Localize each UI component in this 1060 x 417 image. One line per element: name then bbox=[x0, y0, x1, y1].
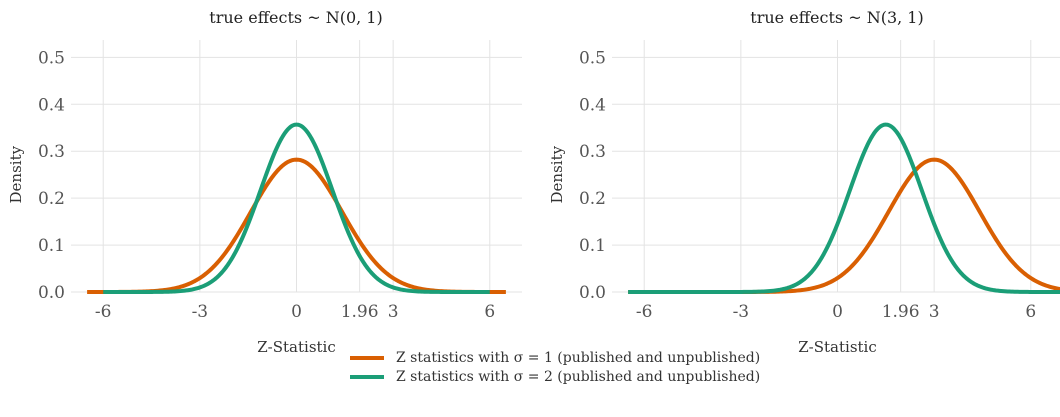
legend-label-sigma-2: Z statistics with σ = 2 (published and u… bbox=[396, 368, 761, 385]
x-axis-label: Z-Statistic bbox=[798, 338, 877, 356]
x-tick-label: 3 bbox=[929, 302, 940, 322]
y-tick-label: 0.3 bbox=[579, 142, 606, 162]
x-tick-label: 0 bbox=[832, 302, 843, 322]
x-tick-label: -3 bbox=[192, 302, 209, 322]
legend-item-sigma-2: Z statistics with σ = 2 (published and u… bbox=[350, 367, 760, 386]
chart-title: true effects ~ N(0, 1) bbox=[209, 8, 382, 27]
y-tick-label: 0.0 bbox=[579, 283, 606, 303]
right-panel: 0.0 0.1 0.2 0.3 0.4 0.5 -6 -3 0 1.96 3 6 true effect… bbox=[548, 8, 1060, 356]
y-tick-label: 0.5 bbox=[38, 48, 65, 68]
x-tick-label: -6 bbox=[636, 302, 653, 322]
legend-label-sigma-1: Z statistics with σ = 1 (published and u… bbox=[396, 349, 761, 366]
legend-item-sigma-1: Z statistics with σ = 1 (published and u… bbox=[350, 348, 760, 367]
x-tick-label: 6 bbox=[484, 302, 495, 322]
x-tick-label: 1.96 bbox=[341, 302, 379, 322]
chart-title: true effects ~ N(3, 1) bbox=[750, 8, 923, 27]
x-axis-label: Z-Statistic bbox=[257, 338, 336, 356]
series-line-2 bbox=[627, 122, 1060, 294]
y-tick-label: 0.4 bbox=[38, 95, 65, 115]
y-tick-label: 0.2 bbox=[579, 189, 606, 209]
y-tick-label: 0.2 bbox=[38, 189, 65, 209]
x-tick-label: 6 bbox=[1025, 302, 1036, 322]
x-tick-label: -6 bbox=[95, 302, 112, 322]
series-line-2 bbox=[102, 122, 491, 294]
y-tick-label: 0.4 bbox=[579, 95, 606, 115]
y-tick-label: 0.1 bbox=[579, 236, 606, 256]
legend-swatch-sigma-2 bbox=[350, 374, 384, 379]
series-line-1 bbox=[627, 157, 1060, 294]
y-axis-label: Density bbox=[548, 145, 566, 203]
x-tick-label: 1.96 bbox=[882, 302, 920, 322]
x-tick-label: -3 bbox=[733, 302, 750, 322]
left-panel: 0.0 0.1 0.2 0.3 0.4 0.5 -6 -3 0 1.96 3 6 true effect… bbox=[7, 8, 522, 356]
y-tick-label: 0.5 bbox=[579, 48, 606, 68]
y-tick-label: 0.3 bbox=[38, 142, 65, 162]
legend: Z statistics with σ = 1 (published and u… bbox=[350, 348, 760, 386]
y-tick-label: 0.1 bbox=[38, 236, 65, 256]
y-axis-label: Density bbox=[7, 145, 25, 203]
y-tick-label: 0.0 bbox=[38, 283, 65, 303]
legend-swatch-sigma-1 bbox=[350, 355, 384, 360]
x-tick-label: 3 bbox=[388, 302, 399, 322]
x-tick-label: 0 bbox=[291, 302, 302, 322]
